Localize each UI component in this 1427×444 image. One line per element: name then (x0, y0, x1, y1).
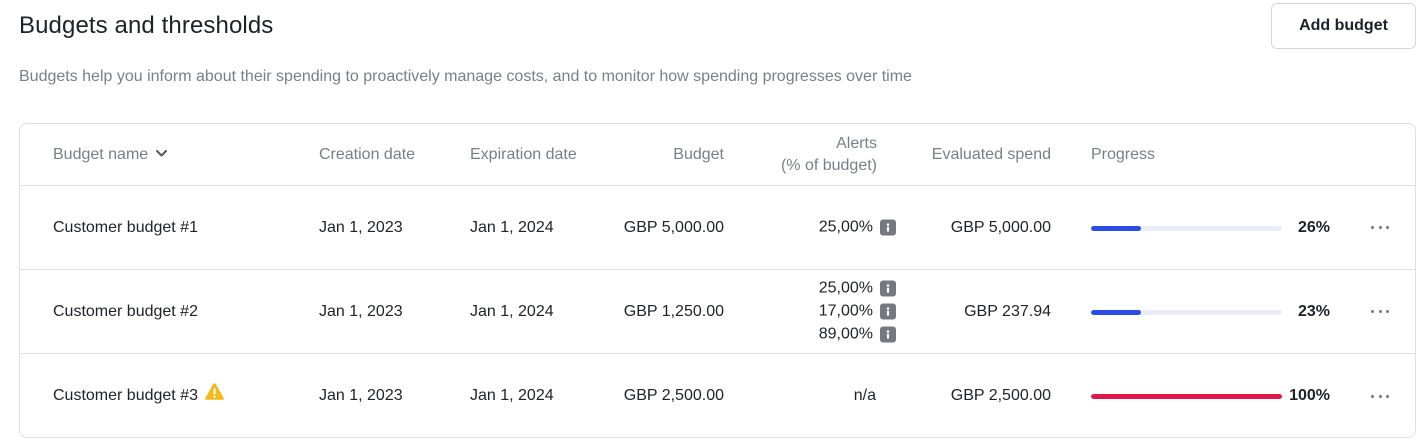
more-actions-button[interactable] (1369, 388, 1391, 404)
column-header-evaluated-spend: Evaluated spend (931, 145, 1051, 163)
info-icon[interactable] (880, 219, 896, 236)
budget-name: Customer budget #2 (53, 302, 198, 320)
evaluated-spend: GBP 237.94 (964, 302, 1051, 320)
chevron-down-icon (156, 144, 168, 162)
alert-value: 17,00% (818, 302, 873, 320)
table-row[interactable]: Customer budget #1 Jan 1, 2023 Jan 1, 20… (20, 186, 1415, 270)
budget-name-label: Customer budget #3 (53, 387, 198, 405)
info-icon[interactable] (880, 303, 896, 320)
expiration-date: Jan 1, 2024 (470, 218, 554, 236)
info-icon[interactable] (880, 280, 896, 297)
expiration-date: Jan 1, 2024 (470, 387, 554, 404)
alert-threshold: 89,00% (819, 323, 896, 346)
column-header-budget-name[interactable]: Budget name (53, 144, 168, 164)
more-actions-button[interactable] (1369, 220, 1391, 236)
warning-icon (204, 382, 225, 406)
budget-amount: GBP 5,000.00 (623, 218, 724, 236)
alert-threshold: 17,00% (819, 300, 896, 323)
column-header-alerts: Alerts (% of budget) (781, 133, 877, 177)
table-row[interactable]: Customer budget #2 Jan 1, 2023 Jan 1, 20… (20, 270, 1415, 354)
creation-date: Jan 1, 2023 (319, 302, 403, 320)
column-header-expiration-date: Expiration date (470, 145, 577, 163)
evaluated-spend: GBP 2,500.00 (950, 387, 1051, 404)
progress-percent: 23% (1297, 302, 1330, 320)
budget-name: Customer budget #1 (53, 218, 198, 236)
progress-percent: 100% (1289, 387, 1330, 404)
more-actions-button[interactable] (1369, 304, 1391, 320)
alert-value: 25,00% (818, 218, 873, 236)
evaluated-spend: GBP 5,000.00 (950, 218, 1051, 236)
progress-bar (1091, 309, 1282, 315)
progress-bar (1091, 394, 1282, 399)
alert-value: 89,00% (818, 325, 873, 343)
info-icon[interactable] (880, 326, 896, 343)
table-row[interactable]: Customer budget #3 Jan 1, 2023 Jan 1, 20… (20, 354, 1415, 437)
add-budget-button[interactable]: Add budget (1271, 3, 1416, 49)
progress-bar-fill (1091, 225, 1141, 231)
alert-value: 25,00% (818, 279, 873, 297)
alert-threshold: 25,00% (819, 216, 896, 239)
column-header-label: Budget name (53, 145, 149, 163)
column-header-creation-date: Creation date (319, 145, 416, 163)
alert-threshold: 25,00% (819, 277, 896, 300)
budget-amount: GBP 1,250.00 (623, 302, 724, 320)
column-header-progress: Progress (1091, 145, 1156, 163)
table-header: Budget name Creation date Expiration dat… (20, 124, 1415, 186)
alerts-cell: n/a (853, 387, 876, 404)
page-subtitle: Budgets help you inform about their spen… (19, 68, 912, 85)
column-header-alerts-title: Alerts (836, 134, 877, 152)
progress-bar-fill (1091, 394, 1282, 399)
column-header-alerts-subtitle: (% of budget) (780, 156, 877, 174)
alerts-cell: 25,00% 17,00% 89,00% (819, 277, 896, 346)
progress-bar-fill (1091, 309, 1141, 315)
alerts-cell: 25,00% (819, 216, 896, 239)
creation-date: Jan 1, 2023 (319, 218, 403, 236)
budget-name: Customer budget #3 (53, 383, 225, 406)
progress-percent: 26% (1297, 218, 1330, 236)
progress-bar (1091, 225, 1282, 231)
budgets-table: Budget name Creation date Expiration dat… (19, 123, 1416, 438)
creation-date: Jan 1, 2023 (319, 387, 403, 404)
expiration-date: Jan 1, 2024 (470, 302, 554, 320)
page-title: Budgets and thresholds (19, 12, 274, 39)
column-header-budget: Budget (673, 145, 724, 163)
budget-amount: GBP 2,500.00 (623, 387, 724, 404)
